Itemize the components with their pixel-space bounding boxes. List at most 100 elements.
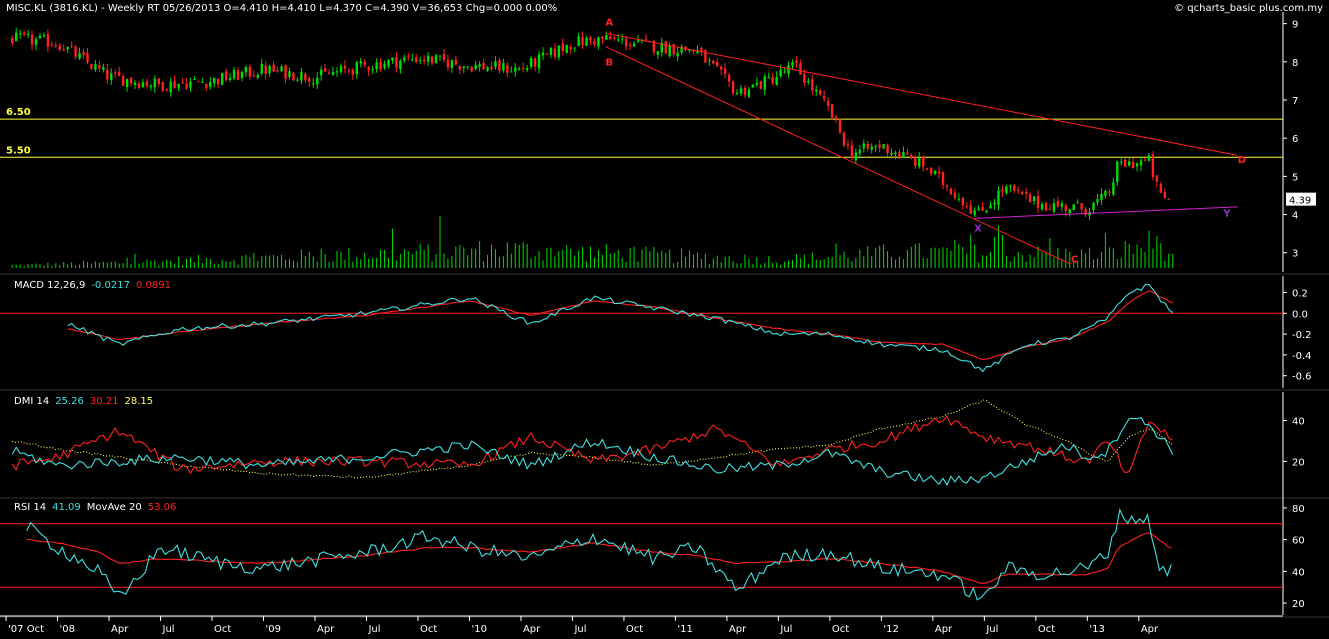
- candle-up: [668, 46, 671, 56]
- candle-up: [696, 50, 699, 54]
- candle-down: [114, 72, 117, 74]
- candle-down: [704, 50, 707, 63]
- candle-down: [276, 70, 279, 72]
- candle-up: [763, 76, 766, 91]
- chart-title: MISC.KL (3816.KL) - Weekly RT 05/26/2013…: [6, 3, 557, 14]
- candle-up: [585, 37, 588, 46]
- candle-up: [1092, 202, 1095, 211]
- candle-down: [834, 116, 838, 119]
- candle-down: [569, 46, 572, 50]
- dmi-legend: DMI 14 25.26 30.21 28.15: [14, 396, 153, 407]
- candle-up: [815, 89, 818, 92]
- x-tick-label: Oct: [832, 624, 849, 635]
- x-tick-label: Jul: [779, 624, 792, 635]
- candle-up: [66, 46, 69, 50]
- candle-down: [830, 104, 834, 118]
- candle-up: [177, 83, 180, 88]
- candle-up: [34, 39, 38, 46]
- candle-down: [723, 68, 727, 74]
- candle-down: [1013, 185, 1016, 191]
- candle-up: [102, 67, 105, 70]
- candle-up: [862, 143, 865, 149]
- candle-down: [953, 192, 957, 198]
- dmi-panel: 40 20 DMI 14 25.26 30.21 28.15: [0, 392, 1329, 499]
- candle-down: [1036, 195, 1040, 208]
- candle-up: [319, 69, 323, 76]
- candle-down: [914, 156, 917, 166]
- candle-up: [902, 152, 905, 158]
- candle-down: [822, 95, 826, 99]
- candle-down: [712, 60, 715, 64]
- candle-up: [617, 39, 620, 41]
- candle-down: [415, 57, 418, 63]
- candle-up: [288, 71, 291, 77]
- candle-up: [565, 45, 568, 53]
- candle-up: [1112, 182, 1115, 195]
- candle-down: [922, 156, 925, 167]
- candle-down: [454, 59, 458, 65]
- candle-down: [644, 38, 648, 40]
- price-y-tick-label: 9: [1292, 20, 1298, 31]
- candle-up: [502, 63, 505, 71]
- candle-up: [529, 58, 533, 67]
- candle-up: [933, 170, 937, 175]
- candle-up: [399, 60, 402, 69]
- candle-down: [601, 36, 604, 39]
- candle-up: [573, 47, 576, 49]
- candle-down: [165, 89, 168, 91]
- candle-up: [660, 42, 663, 53]
- x-tick-label: '11: [677, 624, 692, 635]
- x-tick-label: Oct: [420, 624, 437, 635]
- candle-down: [1131, 162, 1135, 169]
- candle-up: [620, 38, 624, 40]
- candle-up: [894, 152, 897, 154]
- candle-down: [1080, 203, 1083, 210]
- candle-down: [22, 32, 26, 35]
- candle-down: [589, 37, 592, 41]
- candle-down: [1163, 191, 1167, 198]
- candle-down: [561, 43, 564, 52]
- candle-up: [133, 82, 137, 85]
- candle-up: [676, 52, 679, 57]
- x-tick-label: Jul: [162, 624, 175, 635]
- wave-label-x: X: [974, 224, 982, 235]
- candle-up: [985, 210, 988, 213]
- rsi-legend-part: RSI 14: [14, 502, 46, 513]
- candle-up: [391, 57, 394, 61]
- candle-down: [609, 36, 612, 40]
- candle-up: [280, 66, 283, 72]
- dmi-legend-value: 28.15: [124, 396, 153, 407]
- candle-up: [228, 77, 232, 80]
- candle-down: [731, 81, 735, 94]
- candle-up: [462, 66, 465, 68]
- candle-down: [58, 45, 61, 50]
- candle-up: [735, 92, 739, 95]
- candle-up: [359, 61, 362, 64]
- candle-down: [248, 66, 252, 77]
- candle-down: [1159, 184, 1163, 193]
- last-price-label: 4.39: [1289, 196, 1311, 207]
- candle-down: [593, 41, 596, 45]
- candle-down: [74, 46, 77, 57]
- candle-down: [498, 60, 501, 71]
- candle-up: [418, 60, 422, 62]
- candle-up: [18, 33, 22, 35]
- candle-up: [541, 52, 545, 56]
- macd-legend: MACD 12,26,9 -0.0217 0.0891: [14, 280, 171, 291]
- candle-down: [898, 152, 901, 158]
- candle-down: [692, 50, 695, 52]
- candle-up: [240, 71, 244, 79]
- candle-down: [197, 80, 200, 82]
- candle-down: [1028, 194, 1032, 203]
- macd-line: [67, 283, 1174, 373]
- volume-bars: [11, 215, 1174, 268]
- macd-y-tick-label: -0.4: [1292, 351, 1312, 362]
- candle-down: [430, 56, 434, 64]
- candle-down: [937, 171, 941, 174]
- wave-label-a: A: [605, 18, 613, 29]
- trend-line: [974, 206, 1238, 219]
- candle-down: [224, 71, 228, 81]
- x-tick-label: Oct: [626, 624, 643, 635]
- candle-up: [870, 146, 873, 150]
- candle-down: [117, 71, 121, 77]
